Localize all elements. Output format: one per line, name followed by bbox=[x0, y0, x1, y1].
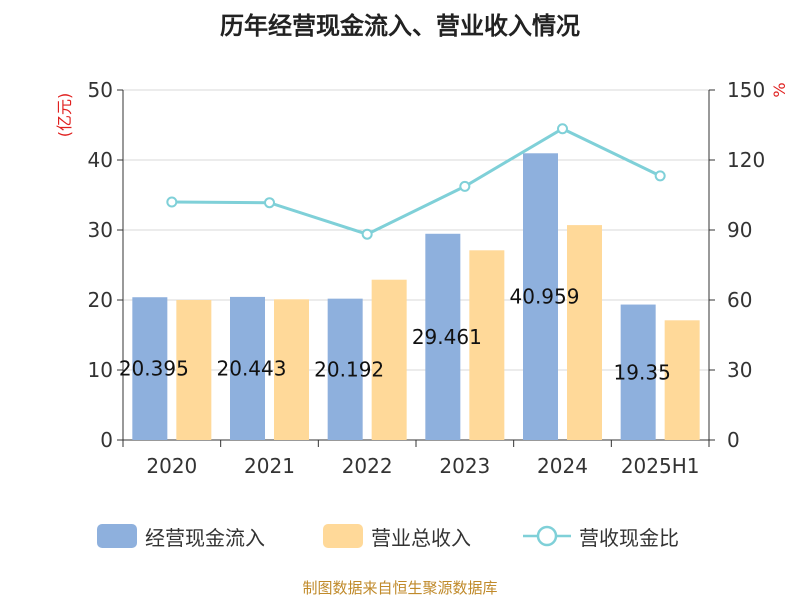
line-point bbox=[264, 197, 275, 209]
y-right-tick-label: 90 bbox=[727, 218, 752, 242]
x-tick-label: 2023 bbox=[439, 454, 490, 478]
chart-title: 历年经营现金流入、营业收入情况 bbox=[220, 12, 580, 40]
line-point bbox=[166, 196, 178, 208]
x-tick-label: 2022 bbox=[342, 454, 393, 478]
y-left-tick-label: 0 bbox=[100, 428, 113, 452]
y-left-tick-label: 30 bbox=[88, 218, 113, 242]
y-right-tick-label: 120 bbox=[727, 148, 765, 172]
bar-data-label: 19.35 bbox=[614, 360, 671, 384]
source-footer: 制图数据来自恒生聚源数据库 bbox=[302, 579, 498, 597]
line-point bbox=[459, 180, 471, 192]
bar-data-label: 20.443 bbox=[217, 356, 287, 380]
bar bbox=[620, 304, 656, 440]
x-tick-label: 2021 bbox=[244, 454, 295, 478]
bar-data-label: 20.192 bbox=[314, 357, 384, 381]
line-series bbox=[171, 127, 661, 236]
y-right-tick-label: 60 bbox=[727, 288, 752, 312]
bar bbox=[230, 296, 265, 440]
legend-label-cash-ratio: 营收现金比 bbox=[579, 525, 679, 550]
bar-data-label: 29.461 bbox=[412, 325, 482, 349]
legend-line-marker-icon bbox=[523, 525, 571, 547]
y-right-tick-label: 30 bbox=[727, 358, 752, 382]
bar bbox=[425, 233, 461, 440]
y-left-tick-label: 10 bbox=[88, 358, 113, 382]
line-point bbox=[361, 228, 373, 240]
bar bbox=[176, 300, 212, 440]
line-point bbox=[654, 170, 666, 182]
bar bbox=[274, 299, 309, 440]
legend-label-revenue: 营业总收入 bbox=[371, 525, 471, 550]
x-tick-label: 2025H1 bbox=[621, 454, 700, 478]
legend-swatch-cash-inflow bbox=[97, 524, 137, 548]
y-right-tick-label: 0 bbox=[727, 428, 740, 452]
y-left-tick-label: 50 bbox=[88, 78, 113, 102]
bar bbox=[327, 298, 363, 440]
y-left-axis-label: (亿元) bbox=[55, 93, 74, 138]
x-tick-label: 2020 bbox=[146, 454, 197, 478]
legend-item-cash-ratio[interactable]: 营收现金比 bbox=[523, 518, 679, 554]
bar-data-label: 40.959 bbox=[510, 285, 580, 309]
legend-label-cash-inflow: 经营现金流入 bbox=[145, 525, 265, 550]
legend: 经营现金流入 营业总收入 营收现金比 bbox=[0, 518, 800, 554]
x-tick-label: 2024 bbox=[537, 454, 588, 478]
bar bbox=[469, 250, 505, 440]
legend-item-cash-inflow[interactable]: 经营现金流入 bbox=[97, 518, 265, 554]
bar bbox=[523, 153, 558, 441]
bar-data-label: 20.395 bbox=[119, 357, 189, 381]
y-left-tick-label: 40 bbox=[88, 148, 113, 172]
bar bbox=[664, 320, 700, 440]
bar bbox=[132, 297, 168, 440]
bar bbox=[567, 225, 602, 440]
legend-swatch-revenue bbox=[323, 524, 363, 548]
y-right-tick-label: 150 bbox=[727, 78, 765, 102]
line-point bbox=[557, 123, 568, 135]
y-right-axis-label: % bbox=[770, 82, 789, 97]
legend-item-revenue[interactable]: 营业总收入 bbox=[323, 518, 471, 554]
y-left-tick-label: 20 bbox=[88, 288, 113, 312]
bar bbox=[371, 279, 407, 440]
